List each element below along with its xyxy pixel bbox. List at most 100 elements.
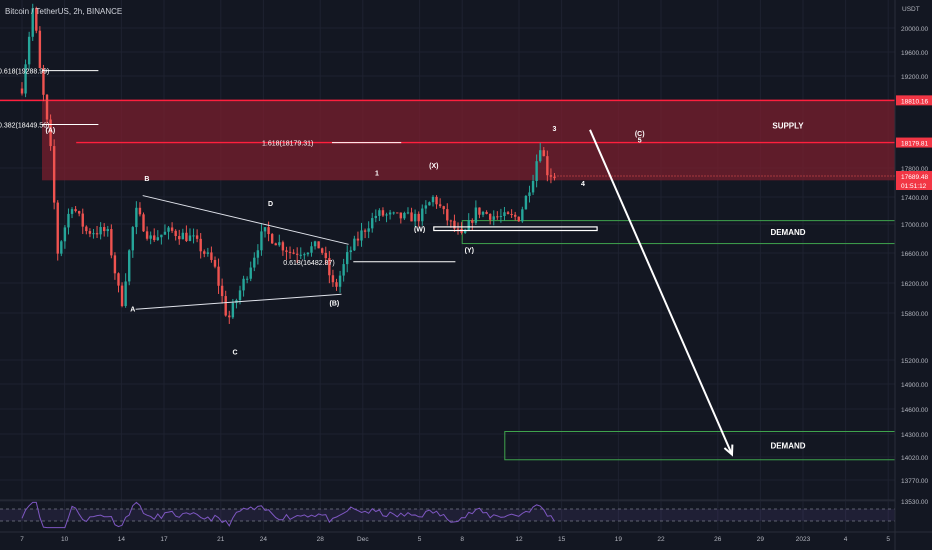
candle [49,119,52,147]
candle [363,230,367,232]
price-axis[interactable]: USDT20000.0019600.0019200.0018800.001780… [894,0,932,550]
price-tick-label: 13530.00 [901,499,928,506]
candle [385,214,388,216]
candle [321,248,324,253]
candle [135,207,138,228]
candle [428,202,431,206]
candle [413,213,417,222]
candle [92,233,95,235]
candle [381,210,385,216]
price-label-bg [896,137,932,148]
candle [213,259,217,267]
candle [256,250,260,258]
price-tick-label: 20000.00 [901,26,928,33]
candle [138,207,142,215]
time-tick-label: 14 [118,536,126,543]
price-label-bg [896,171,932,182]
candle [153,235,156,241]
candle [88,231,92,234]
candle [535,161,538,181]
candle [292,252,295,254]
price-axis-unit: USDT [902,6,920,13]
candle [521,209,524,222]
candle [70,209,74,214]
candle [260,231,263,251]
price-label: 01:51:12 [901,183,927,190]
candle [195,235,199,239]
projection-arrow-head [723,444,734,457]
candle [102,227,106,232]
candle [263,227,267,232]
candle [456,228,460,230]
time-tick-label: 24 [260,536,268,543]
price-label-bg [896,180,932,191]
rsi-band [0,509,895,521]
time-tick-label: 29 [757,536,765,543]
candle [417,213,420,222]
candle [63,227,67,242]
candle [424,205,428,209]
price-tick-label: 14300.00 [901,432,928,439]
candle [242,278,245,291]
rsi-panel [0,499,895,529]
wave-label: B [144,176,149,183]
time-tick-label: 8 [460,536,464,543]
candle [317,241,320,249]
candle [67,213,70,228]
candle [206,252,210,254]
rsi-line [21,501,555,529]
candle [56,202,59,254]
candle [231,302,235,318]
candle [188,235,192,241]
candle [431,196,435,203]
candle [131,227,134,251]
candle [549,175,553,177]
candle [24,64,27,94]
candle [174,230,177,237]
candle [199,238,202,252]
wave-label: 4 [581,181,585,188]
candle [113,255,117,274]
candle [313,241,317,247]
fib-level-label: 0.618(16482.87) [283,260,334,267]
price-tick-label: 19200.00 [901,74,928,81]
candle [149,235,152,239]
candle [356,238,360,241]
price-axis-bg [895,0,932,550]
candle [367,228,370,232]
wave-label: (A) [46,127,56,134]
candle [42,68,45,95]
supply-zone [42,100,895,181]
candle [378,210,381,216]
price-tick-label: 17000.00 [901,222,928,229]
price-label-bg [896,95,932,106]
candle [481,211,485,215]
candle [338,275,342,287]
candle [299,254,302,256]
supply-zone-label: SUPPLY [772,121,804,130]
candle [110,229,113,256]
candle [77,211,81,214]
time-tick-label: 28 [317,536,325,543]
triangle-lower-line [135,293,342,310]
candle [35,8,38,31]
candle [342,264,345,276]
wave-label: (W) [414,226,425,233]
candle [539,150,542,162]
wave-label: (X) [429,163,438,170]
price-label: 18810.16 [901,98,928,105]
time-axis[interactable]: 7 10 14 17 21 24 28 Dec 5 8 12 15 19 22 26 29 2023 4 5 [0,531,932,543]
candle [542,150,545,157]
candle [503,212,506,217]
candle [306,252,310,255]
wave-label: (C) [635,131,645,138]
candle [285,250,288,252]
price-tick-label: 14020.00 [901,455,928,462]
candle [281,242,285,251]
candle [485,211,488,214]
candle [245,278,249,280]
candle [410,212,413,222]
price-tick-label: 16200.00 [901,281,928,288]
time-tick-label: 10 [61,536,69,543]
